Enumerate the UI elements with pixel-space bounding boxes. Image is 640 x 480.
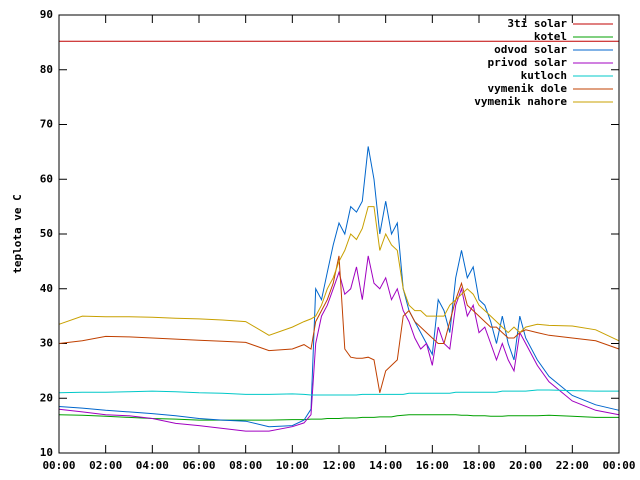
y-axis-label: teplota ve C (11, 194, 24, 273)
x-tick-label: 00:00 (602, 459, 635, 472)
y-tick-label: 20 (40, 391, 53, 404)
x-tick-label: 04:00 (136, 459, 169, 472)
y-tick-label: 60 (40, 172, 53, 185)
y-tick-label: 90 (40, 8, 53, 21)
series-line (58, 414, 619, 421)
x-tick-label: 00:00 (42, 459, 75, 472)
y-tick-label: 10 (40, 446, 53, 459)
x-tick-label: 14:00 (369, 459, 402, 472)
x-tick-label: 08:00 (229, 459, 262, 472)
series-line (58, 255, 620, 432)
legend-label: privod solar (488, 56, 568, 69)
x-tick-label: 20:00 (509, 459, 542, 472)
legend-label: 3ti solar (507, 17, 567, 30)
x-tick-label: 16:00 (416, 459, 449, 472)
x-tick-label: 22:00 (556, 459, 589, 472)
plot-border (58, 14, 620, 454)
y-tick-label: 70 (40, 118, 53, 131)
legend-label: vymenik nahore (474, 95, 567, 108)
legend-label: odvod solar (494, 43, 567, 56)
legend-label: kotel (534, 30, 567, 43)
y-tick-label: 30 (40, 337, 53, 350)
y-tick-label: 50 (40, 227, 53, 240)
x-tick-label: 12:00 (322, 459, 355, 472)
x-tick-label: 02:00 (89, 459, 122, 472)
y-tick-label: 40 (40, 282, 53, 295)
legend-label: kutloch (521, 69, 567, 82)
x-tick-label: 18:00 (462, 459, 495, 472)
legend-label: vymenik dole (488, 82, 568, 95)
series-line (58, 146, 620, 428)
x-tick-label: 06:00 (182, 459, 215, 472)
series-line (58, 255, 620, 393)
y-tick-label: 80 (40, 63, 53, 76)
x-tick-label: 10:00 (276, 459, 309, 472)
series-line (58, 389, 619, 396)
series-line (58, 206, 620, 342)
